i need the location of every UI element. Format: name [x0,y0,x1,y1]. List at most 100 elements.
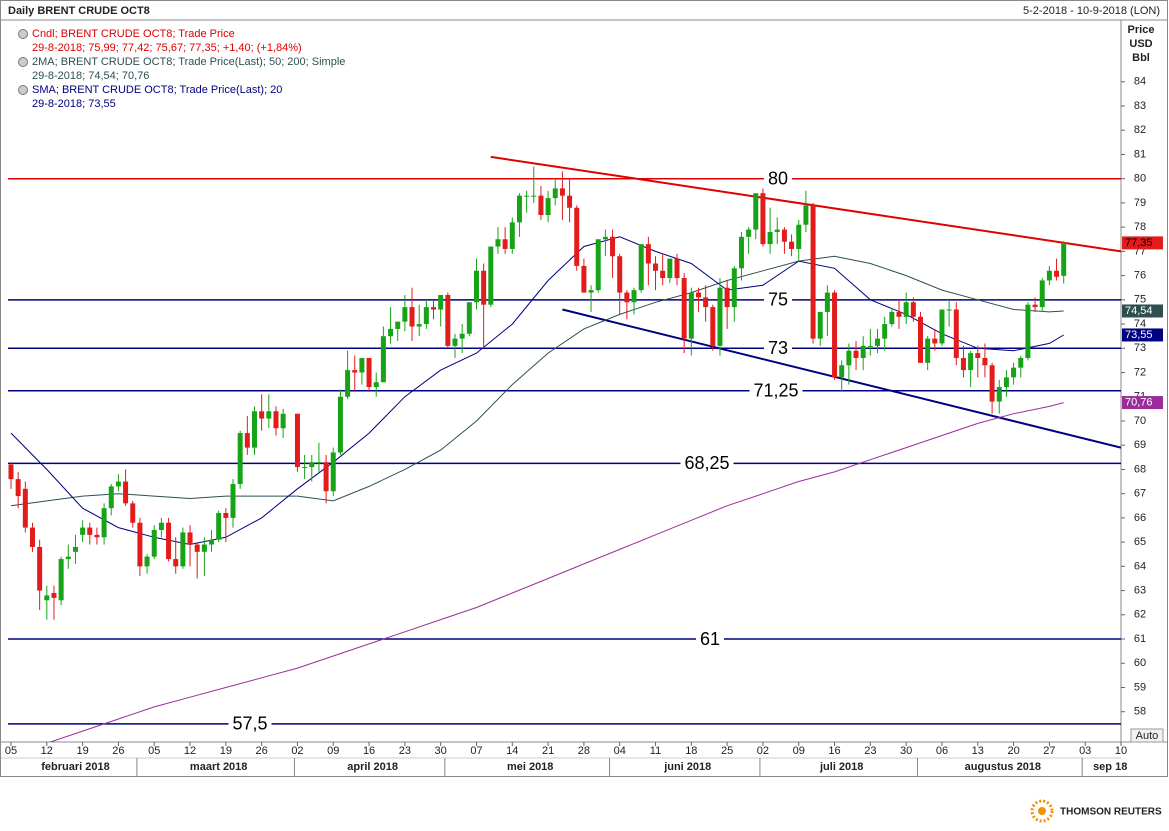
plot-area: 80 75 73 71,25 68,25 61 57,5 [8,155,1121,742]
x-tick-label: 19 [220,745,232,757]
y-tick-label: 66 [1134,512,1146,524]
x-tick-label: 25 [721,745,733,757]
candle-body [438,294,444,310]
candle-body [302,467,308,469]
candle-body [552,188,558,199]
candle-body [158,522,164,531]
candle-body [853,350,859,358]
candle-body [1046,270,1052,281]
candle-body [237,433,243,484]
candle-body [710,307,716,346]
value-tag [1122,236,1163,250]
candle-body [259,411,265,419]
candle-body [8,464,14,480]
y-tick-label: 75 [1134,294,1146,306]
x-tick-label: 27 [1043,745,1055,757]
x-tick-label: 16 [363,745,375,757]
x-tick-label: 19 [76,745,88,757]
logo-ring [1030,799,1054,823]
candle-body [516,195,522,223]
candle-body [624,292,630,303]
candle-body [989,365,995,402]
candle-body [953,309,959,358]
candle-body [330,452,336,492]
legend-icon[interactable] [18,85,28,95]
candle-body [1003,377,1009,388]
month-label: februari 2018 [41,761,109,773]
candle-body [1025,304,1031,358]
candle-body [130,503,136,523]
legend-summary: 29-8-2018; 73,55 [32,98,116,110]
chart-frame [0,0,1168,777]
candle-body [925,338,931,363]
candle-body [187,532,193,545]
legend-entry[interactable]: SMA; BRENT CRUDE OCT8; Trade Price(Last)… [32,84,282,96]
candle-body [123,481,129,504]
y-tick-label: 64 [1134,560,1146,572]
candle-body [538,195,544,216]
candle-body [481,270,487,305]
candle-body [180,532,186,567]
candle-body [703,297,709,308]
level-label-bg [749,380,803,401]
candle-body [87,527,93,535]
legend-entry[interactable]: 2MA; BRENT CRUDE OCT8; Trade Price(Last)… [32,56,345,68]
candle-body [80,527,86,535]
legend-entry[interactable]: Cndl; BRENT CRUDE OCT8; Trade Price [32,28,235,40]
candle-body [903,302,909,317]
candle-body [588,290,594,293]
logo-core [1038,807,1046,815]
candle-body [209,539,215,545]
x-tick-label: 05 [5,745,17,757]
y-tick-label: 63 [1134,584,1146,596]
candle-body [882,324,888,339]
level-label: 68,25 [684,453,729,473]
candle-body [323,462,329,492]
candle-body [495,239,501,247]
y-tick-label: 69 [1134,439,1146,451]
level-label-bg [763,338,793,359]
candle-body [251,411,257,448]
candle-body [839,365,845,378]
y-tick-label: 65 [1134,536,1146,548]
y-tick-label: 74 [1134,318,1146,330]
candle-body [58,559,64,601]
candle-body [44,595,50,601]
auto-button-label[interactable]: Auto [1136,730,1159,742]
value-tag-label: 74,54 [1125,305,1153,317]
candle-body [345,370,351,397]
legend-icon[interactable] [18,57,28,67]
candle-body [610,236,616,257]
candle-body [688,292,694,339]
candle-body [488,246,494,305]
candle-body [223,513,229,518]
candle-body [524,195,530,197]
candle-body [581,265,587,293]
candle-body [373,382,379,388]
candle-body [22,488,28,528]
value-tag [1122,328,1163,342]
candle-body [910,302,916,317]
month-label: maart 2018 [190,761,248,773]
x-tick-label: 14 [506,745,518,757]
candle-body [137,522,143,567]
candle-body [101,508,107,538]
candle-body [395,321,401,329]
legend-icon[interactable] [18,29,28,39]
candle-body [960,357,966,371]
candle-body [230,483,236,518]
candle-body [72,546,78,552]
moving-average-line [48,402,1064,742]
axes: 5859606162636465666768697071727374757677… [5,24,1163,776]
auto-button[interactable] [1130,728,1164,743]
x-tick-label: 10 [1115,745,1127,757]
candle-body [388,328,394,337]
candle-body [509,222,515,249]
candle-body [846,350,852,366]
candle-body [717,287,723,346]
level-label-bg [695,629,725,650]
month-label: augustus 2018 [965,761,1041,773]
candle-body [294,413,300,468]
candle-body [695,292,701,298]
